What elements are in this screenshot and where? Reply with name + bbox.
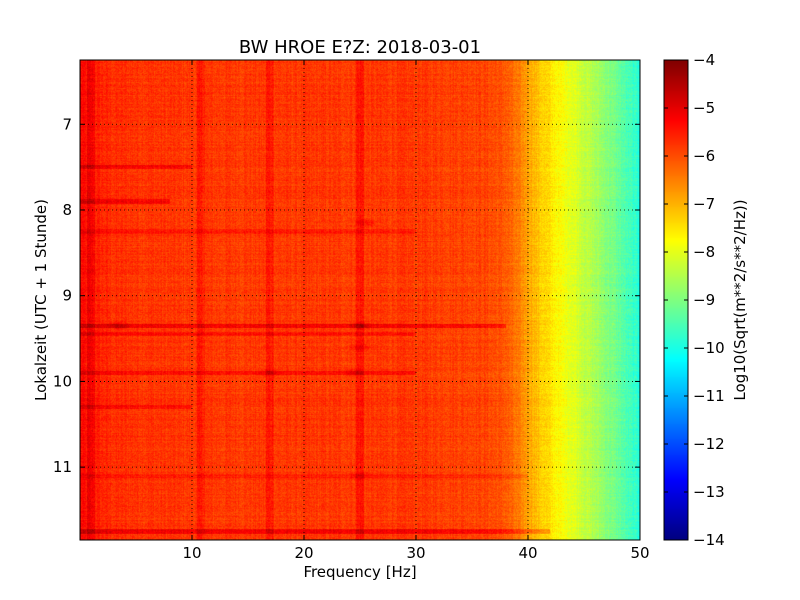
colorbar-tick-label--7: −7 bbox=[693, 195, 715, 213]
heatmap-canvas-wrapper bbox=[80, 60, 640, 540]
axes bbox=[79, 59, 641, 541]
colorbar-tick-label--8: −8 bbox=[693, 243, 715, 261]
x-tick-label-30: 30 bbox=[406, 544, 425, 562]
x-tick-label-40: 40 bbox=[518, 544, 537, 562]
colorbar-tick-label--14: −14 bbox=[693, 531, 725, 549]
x-tick-label-50: 50 bbox=[630, 544, 649, 562]
colorbar-tick-label--13: −13 bbox=[693, 483, 725, 501]
y-tick-label-11: 11 bbox=[53, 458, 72, 476]
x-axis-label: Frequency [Hz] bbox=[303, 563, 416, 581]
colorbar-tick-label--9: −9 bbox=[693, 291, 715, 309]
y-axis-label: Lokalzeit (UTC + 1 Stunde) bbox=[32, 199, 50, 401]
colorbar-ticks: −4 −5 −6 −7 −8 −9 −10 −11 −12 −13 −14 bbox=[664, 51, 725, 549]
y-tick-label-7: 7 bbox=[62, 115, 72, 133]
colorbar-tick-label--10: −10 bbox=[693, 339, 725, 357]
y-tick-label-10: 10 bbox=[53, 372, 72, 390]
colorbar-tick-label--12: −12 bbox=[693, 435, 725, 453]
y-tick-label-9: 9 bbox=[62, 287, 72, 305]
colorbar-tick-label--5: −5 bbox=[693, 99, 715, 117]
x-axis-ticks: 10 20 30 40 50 bbox=[182, 60, 650, 562]
plot-frame bbox=[79, 59, 641, 541]
colorbar-tick-label--4: −4 bbox=[693, 51, 715, 69]
heatmap-canvas bbox=[80, 60, 640, 540]
x-tick-label-10: 10 bbox=[182, 544, 201, 562]
y-axis-ticks: 7 8 9 10 11 bbox=[53, 115, 640, 476]
colorbar-tick-label--6: −6 bbox=[693, 147, 715, 165]
chart-title: BW HROE E?Z: 2018-03-01 bbox=[239, 37, 481, 58]
grid-lines bbox=[80, 60, 641, 540]
y-tick-label-8: 8 bbox=[62, 201, 72, 219]
x-tick-label-20: 20 bbox=[294, 544, 313, 562]
colorbar-label: Log10(Sqrt(m**2/s**2/Hz)) bbox=[731, 199, 749, 400]
colorbar-tick-label--11: −11 bbox=[693, 387, 725, 405]
